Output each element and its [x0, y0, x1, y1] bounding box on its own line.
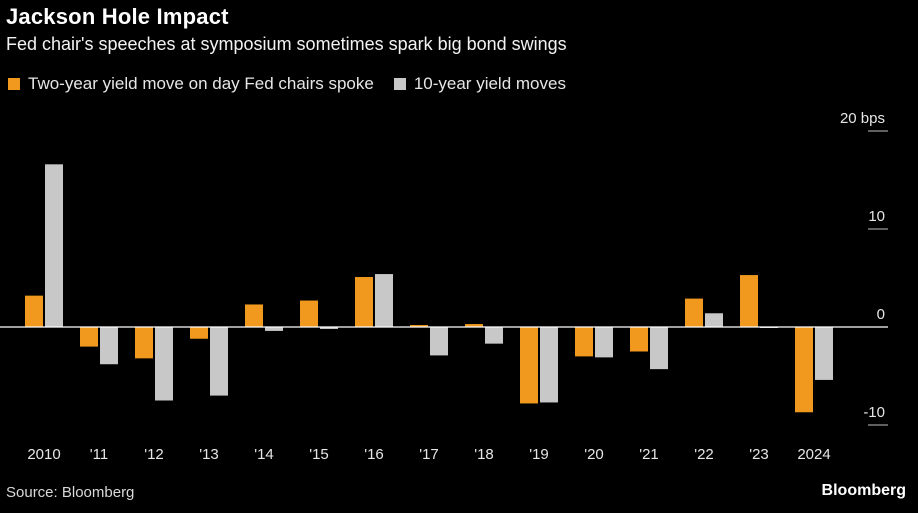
y-tick-label-0: 20 bps	[840, 110, 885, 127]
bar-two-year-10	[575, 327, 593, 357]
x-tick-label-13: '23	[749, 446, 769, 463]
bloomberg-logo: Bloomberg	[821, 482, 906, 499]
bar-ten-year-11	[650, 327, 668, 370]
bar-two-year-2	[135, 327, 153, 359]
x-tick-label-9: '19	[529, 446, 549, 463]
bar-ten-year-6	[375, 274, 393, 327]
x-tick-label-7: '17	[419, 446, 439, 463]
x-tick-label-11: '21	[639, 446, 659, 463]
bar-ten-year-4	[265, 327, 283, 331]
bar-two-year-0	[25, 295, 43, 327]
bar-two-year-6	[355, 277, 373, 327]
bar-two-year-11	[630, 327, 648, 352]
legend-item-two-year: Two-year yield move on day Fed chairs sp…	[8, 74, 374, 94]
legend-swatch-two-year	[8, 78, 20, 90]
bar-two-year-1	[80, 327, 98, 347]
legend-item-ten-year: 10-year yield moves	[393, 74, 566, 94]
bar-two-year-13	[740, 275, 758, 327]
bar-ten-year-10	[595, 327, 613, 358]
x-tick-label-0: 2010	[27, 446, 60, 463]
x-tick-label-1: '11	[90, 446, 108, 463]
x-tick-label-6: '16	[364, 446, 384, 463]
y-tick-label-1: 10	[868, 208, 885, 225]
bar-ten-year-5	[320, 327, 338, 329]
bar-two-year-3	[190, 327, 208, 339]
x-tick-label-10: '20	[584, 446, 604, 463]
bar-two-year-7	[410, 325, 428, 327]
x-tick-label-12: '22	[694, 446, 714, 463]
bar-two-year-9	[520, 327, 538, 404]
bar-ten-year-1	[100, 327, 118, 365]
bar-ten-year-12	[705, 313, 723, 327]
bar-ten-year-0	[45, 164, 63, 327]
bar-two-year-12	[685, 298, 703, 327]
source-note: Source: Bloomberg	[6, 484, 135, 501]
x-tick-label-14: 2024	[797, 446, 830, 463]
bar-ten-year-7	[430, 327, 448, 356]
bar-two-year-4	[245, 304, 263, 327]
bar-two-year-14	[795, 327, 813, 413]
x-tick-label-2: '12	[144, 446, 164, 463]
bar-ten-year-2	[155, 327, 173, 401]
bar-ten-year-8	[485, 327, 503, 344]
bar-ten-year-14	[815, 327, 833, 380]
bar-ten-year-9	[540, 327, 558, 403]
bar-ten-year-3	[210, 327, 228, 396]
chart-title: Jackson Hole Impact	[6, 4, 229, 29]
chart-subtitle: Fed chair's speeches at symposium someti…	[6, 34, 567, 54]
y-tick-label-3: -10	[863, 404, 885, 421]
x-tick-label-3: '13	[199, 446, 219, 463]
legend: Two-year yield move on day Fed chairs sp…	[8, 74, 586, 94]
y-tick-label-2: 0	[877, 306, 885, 323]
bar-two-year-8	[465, 324, 483, 327]
x-tick-label-4: '14	[254, 446, 274, 463]
x-tick-label-5: '15	[309, 446, 329, 463]
bar-two-year-5	[300, 300, 318, 327]
legend-label-ten-year: 10-year yield moves	[413, 74, 566, 93]
x-tick-label-8: '18	[474, 446, 494, 463]
legend-swatch-ten-year	[393, 78, 406, 90]
legend-label-two-year: Two-year yield move on day Fed chairs sp…	[28, 74, 374, 93]
